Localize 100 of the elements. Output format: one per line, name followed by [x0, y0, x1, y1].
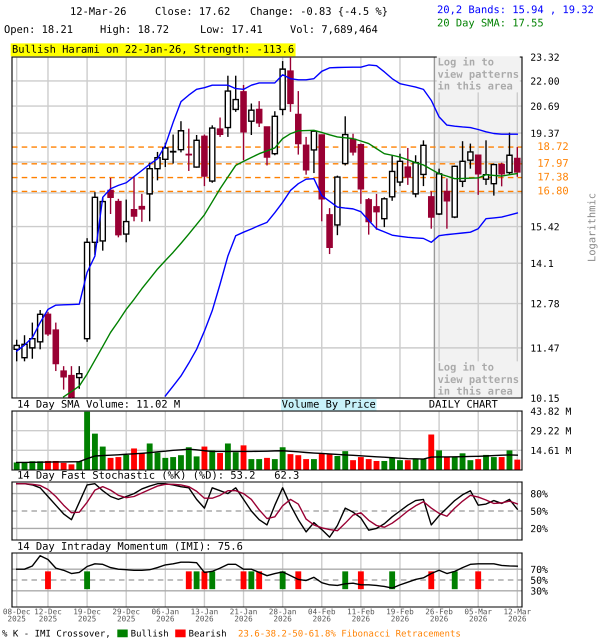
bar	[115, 457, 122, 470]
candlestick	[474, 154, 482, 196]
text: 20,2 Bands: 15.94 , 19.32	[438, 5, 593, 15]
bar	[420, 459, 426, 470]
bar	[201, 446, 208, 470]
chart-title: Bullish Harami on 22-Jan-26, Strength: -113.6	[12, 44, 294, 55]
y-tick-label: 43.82 M	[530, 408, 571, 415]
bar	[498, 457, 505, 470]
bar	[194, 456, 200, 470]
bar	[467, 460, 474, 470]
y-tick-label: 29.22 M	[531, 427, 571, 435]
text: Low: 17.41	[201, 25, 262, 34]
legend-label: Bullish	[131, 630, 168, 637]
line-series	[164, 178, 518, 397]
bar	[60, 462, 67, 470]
ref-line-label: 17.38	[538, 172, 568, 181]
bar	[483, 454, 489, 470]
bar	[84, 412, 90, 470]
bar	[303, 459, 310, 470]
text: DAILY CHART	[430, 400, 498, 408]
bar	[412, 458, 419, 470]
bar	[224, 443, 231, 470]
candlestick	[107, 177, 114, 215]
y-tick-label: 20%	[531, 524, 548, 532]
candlestick	[216, 116, 224, 138]
y-tick-label: 10.15	[532, 394, 559, 402]
candlestick	[404, 147, 412, 186]
bar	[288, 454, 294, 470]
y-tick-label: 14.1	[532, 260, 554, 267]
band-label: Log in to view patterns in this area	[438, 56, 518, 90]
legend-title: % K - IMI Crossover,	[2, 630, 109, 638]
bar	[374, 460, 380, 470]
ref-line-label: 18.72	[538, 142, 568, 150]
candlestick	[248, 102, 255, 136]
text: Volume By Price	[282, 400, 376, 410]
bar	[334, 456, 340, 470]
y-axis-title: Logarithmic	[587, 194, 598, 261]
y-tick-label: 19.37	[532, 130, 559, 137]
bar	[350, 460, 356, 470]
candlestick	[428, 190, 435, 230]
bar	[108, 458, 114, 470]
bar	[131, 448, 137, 470]
candlestick	[178, 120, 184, 154]
bar	[490, 457, 497, 470]
line-series	[16, 448, 518, 464]
y-tick-label: 50%	[531, 576, 548, 584]
candlestick	[310, 129, 318, 174]
candlestick	[76, 365, 83, 390]
y-tick-label: 50%	[531, 508, 548, 515]
text: Open: 18.21	[4, 25, 72, 36]
text: Change: -0.83 {-4.5 %}	[250, 6, 387, 18]
bar	[514, 460, 520, 470]
candlestick	[506, 132, 513, 176]
bar	[397, 460, 403, 470]
ref-line-label: 17.97	[538, 159, 568, 167]
bar	[326, 454, 333, 470]
bar	[146, 443, 153, 470]
bar	[68, 464, 74, 470]
legend-label: Bearish	[189, 630, 226, 637]
bar	[240, 445, 246, 470]
y-tick-label: 11.47	[532, 344, 559, 352]
bar	[444, 457, 450, 470]
chart-title: 14 Day Intraday Momentum (IMI): 75.6	[18, 542, 242, 552]
text: High: 18.72	[100, 24, 168, 36]
y-tick-label: 22.00	[531, 77, 559, 85]
chart-title: 14 Day Fast Stochastic (%K) (%D): 53.2 62.3	[18, 470, 299, 481]
candlestick	[186, 128, 192, 172]
y-tick-label: 70%	[530, 566, 548, 574]
chart-title: 14 Day SMA Volume: 11.02 M	[18, 400, 180, 410]
bar	[178, 455, 184, 470]
text: 20 Day SMA: 17.55	[438, 18, 543, 29]
bar	[217, 453, 223, 470]
bar	[170, 457, 176, 470]
candlestick	[514, 146, 521, 178]
text: Close: 17.62	[156, 6, 230, 16]
y-tick-label: 30%	[530, 587, 548, 595]
bar	[154, 452, 160, 470]
bar	[436, 450, 442, 470]
candlestick	[122, 198, 130, 243]
text: Vol: 7,689,464	[290, 24, 378, 34]
candlestick	[381, 196, 388, 228]
bar	[366, 459, 372, 470]
y-tick-label: 15.42	[532, 223, 559, 230]
text: 23.6-38.2-50-61.8% Fibonacci Retracements	[238, 630, 460, 637]
y-tick-label: 23.32	[531, 54, 559, 61]
text: 12-Mar-26	[71, 7, 126, 16]
candlestick	[444, 178, 450, 230]
bar	[92, 434, 98, 470]
bar	[475, 459, 482, 470]
bar	[123, 454, 130, 470]
bar	[311, 459, 317, 470]
bar	[264, 458, 270, 470]
y-tick-label: 12.78	[532, 300, 559, 308]
bar	[138, 453, 145, 470]
bar	[506, 450, 512, 470]
bar	[358, 457, 364, 470]
y-tick-label: 14.61 M	[532, 446, 571, 454]
y-tick-label: 80%	[530, 490, 548, 498]
y-tick-label: 20.69	[531, 102, 559, 110]
candlestick	[498, 162, 505, 188]
